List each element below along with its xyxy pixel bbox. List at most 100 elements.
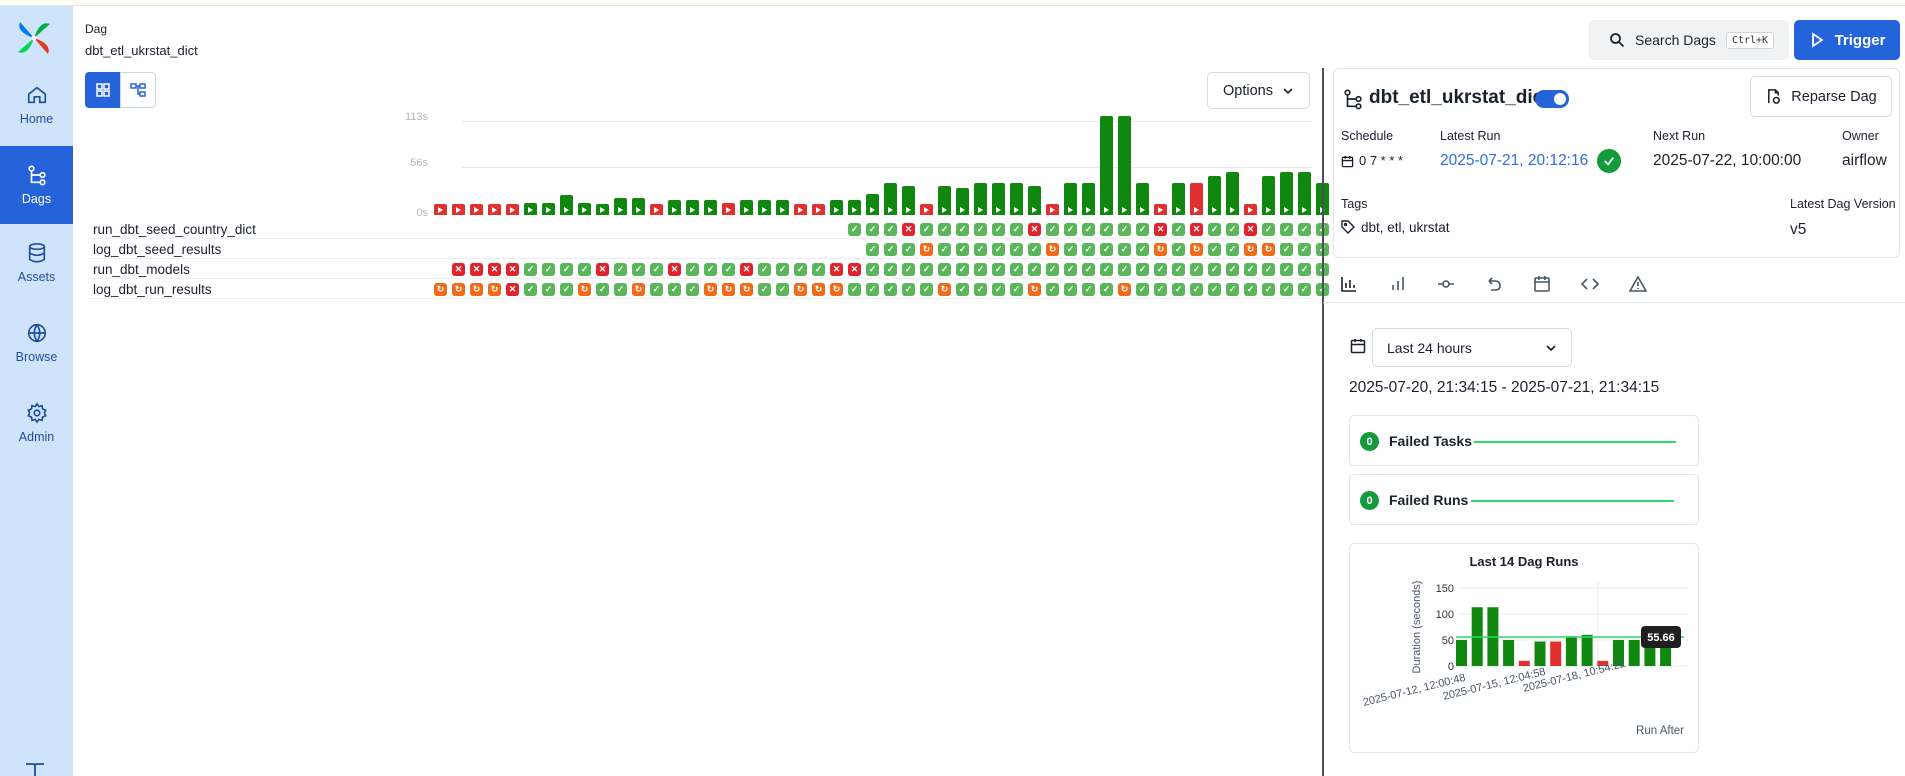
task-instance-cell[interactable]: ✓: [956, 223, 969, 236]
task-instance-cell[interactable]: ↻: [452, 283, 465, 296]
task-instance-cell[interactable]: ✓: [668, 283, 681, 296]
task-instance-cell[interactable]: ✓: [884, 243, 897, 256]
task-instance-cell[interactable]: ✓: [1010, 223, 1023, 236]
dag-run-bar[interactable]: [1244, 204, 1257, 215]
grid-view-toggle[interactable]: [85, 72, 121, 108]
task-instance-cell[interactable]: ✓: [1010, 283, 1023, 296]
book-icon[interactable]: [24, 762, 46, 776]
task-instance-cell[interactable]: ✓: [1154, 263, 1167, 276]
dag-run-bar[interactable]: [686, 200, 699, 215]
task-instance-cell[interactable]: ✓: [992, 283, 1005, 296]
task-instance-cell[interactable]: ↻: [920, 243, 933, 256]
task-instance-cell[interactable]: ✓: [938, 243, 951, 256]
overview-icon[interactable]: [1340, 275, 1358, 293]
calendar-icon[interactable]: [1533, 275, 1551, 293]
latest-run-link[interactable]: 2025-07-21, 20:12:16: [1440, 152, 1589, 169]
dag-run-bar[interactable]: [452, 204, 465, 215]
task-instance-cell[interactable]: ✓: [1082, 283, 1095, 296]
task-instance-cell[interactable]: ↻: [722, 283, 735, 296]
task-instance-cell[interactable]: ↻: [740, 283, 753, 296]
dag-run-bar[interactable]: [1046, 204, 1059, 215]
task-instance-cell[interactable]: ✓: [992, 243, 1005, 256]
task-instance-cell[interactable]: ✓: [542, 283, 555, 296]
task-instance-cell[interactable]: ✓: [1154, 283, 1167, 296]
search-dags-button[interactable]: Search Dags Ctrl+K: [1589, 20, 1789, 60]
task-instance-cell[interactable]: ✓: [686, 263, 699, 276]
failed-tasks-card[interactable]: 0 Failed Tasks: [1349, 415, 1699, 466]
dag-run-bar[interactable]: [1064, 183, 1077, 215]
task-instance-cell[interactable]: ✓: [920, 283, 933, 296]
task-instance-cell[interactable]: ✓: [956, 263, 969, 276]
sidebar-item-assets[interactable]: Assets: [0, 224, 73, 302]
task-instance-cell[interactable]: ✓: [1226, 263, 1239, 276]
time-range-select[interactable]: Last 24 hours: [1372, 328, 1572, 367]
task-instance-cell[interactable]: ✕: [830, 263, 843, 276]
task-instance-cell[interactable]: ✓: [560, 283, 573, 296]
task-instance-cell[interactable]: ✓: [542, 263, 555, 276]
task-instance-cell[interactable]: ✓: [1136, 263, 1149, 276]
task-instance-cell[interactable]: ✓: [758, 283, 771, 296]
task-instance-cell[interactable]: ✓: [1082, 223, 1095, 236]
task-instance-cell[interactable]: ✓: [776, 283, 789, 296]
dag-run-bar[interactable]: [1208, 176, 1221, 215]
task-instance-cell[interactable]: ✓: [974, 283, 987, 296]
task-instance-cell[interactable]: ↻: [1028, 283, 1041, 296]
task-instance-cell[interactable]: ↻: [470, 283, 483, 296]
task-instance-cell[interactable]: ✓: [974, 243, 987, 256]
task-instance-cell[interactable]: ✓: [1172, 263, 1185, 276]
dag-run-bar[interactable]: [776, 200, 789, 215]
task-instance-cell[interactable]: ✓: [1280, 283, 1293, 296]
task-instance-cell[interactable]: ✓: [1046, 263, 1059, 276]
task-instance-cell[interactable]: ✓: [902, 283, 915, 296]
task-instance-cell[interactable]: ✓: [938, 223, 951, 236]
dag-run-bar[interactable]: [938, 186, 951, 215]
task-instance-cell[interactable]: ✓: [614, 263, 627, 276]
task-instance-cell[interactable]: ✕: [1154, 223, 1167, 236]
task-instance-cell[interactable]: ✓: [686, 283, 699, 296]
task-name[interactable]: log_dbt_seed_results: [93, 242, 222, 257]
sidebar-item-browse[interactable]: Browse: [0, 304, 73, 382]
dag-run-bar[interactable]: [830, 200, 843, 215]
task-instance-cell[interactable]: ✓: [560, 263, 573, 276]
task-instance-cell[interactable]: ↻: [632, 283, 645, 296]
task-instance-cell[interactable]: ✓: [974, 223, 987, 236]
dag-run-bar[interactable]: [632, 198, 645, 215]
dag-run-bar[interactable]: [524, 203, 537, 215]
task-instance-cell[interactable]: ✓: [1262, 263, 1275, 276]
task-instance-cell[interactable]: ✓: [722, 263, 735, 276]
task-instance-cell[interactable]: ✓: [1064, 223, 1077, 236]
task-instance-cell[interactable]: ✓: [776, 263, 789, 276]
task-instance-cell[interactable]: ✓: [1280, 263, 1293, 276]
dag-run-bar[interactable]: [1154, 204, 1167, 215]
task-instance-cell[interactable]: ↻: [1118, 283, 1131, 296]
dag-run-bar[interactable]: [1010, 183, 1023, 215]
task-instance-cell[interactable]: ✓: [1190, 283, 1203, 296]
task-instance-cell[interactable]: ✓: [1064, 263, 1077, 276]
task-instance-cell[interactable]: ✓: [1208, 283, 1221, 296]
task-instance-cell[interactable]: ✓: [1028, 263, 1041, 276]
breadcrumb-dag-name[interactable]: dbt_etl_ukrstat_dict: [85, 43, 198, 58]
dag-run-bar[interactable]: [902, 186, 915, 215]
task-name[interactable]: run_dbt_seed_country_dict: [93, 222, 256, 237]
task-instance-cell[interactable]: ✕: [1190, 223, 1203, 236]
dag-run-bar[interactable]: [740, 200, 753, 215]
task-instance-cell[interactable]: ✕: [506, 263, 519, 276]
task-instance-cell[interactable]: ✓: [1046, 223, 1059, 236]
task-instance-cell[interactable]: ✓: [1118, 243, 1131, 256]
task-instance-cell[interactable]: ✕: [452, 263, 465, 276]
task-instance-cell[interactable]: ✓: [1100, 243, 1113, 256]
task-instance-cell[interactable]: ↻: [1046, 243, 1059, 256]
dag-run-bar[interactable]: [650, 204, 663, 215]
dag-run-bar[interactable]: [1190, 183, 1203, 215]
dag-run-bar[interactable]: [614, 198, 627, 215]
task-instance-cell[interactable]: ✓: [848, 223, 861, 236]
dag-run-bar[interactable]: [488, 204, 501, 215]
task-instance-cell[interactable]: ✓: [866, 223, 879, 236]
dag-pause-toggle[interactable]: [1535, 90, 1569, 108]
task-instance-cell[interactable]: ✓: [1298, 243, 1311, 256]
options-button[interactable]: Options: [1207, 72, 1310, 109]
task-instance-cell[interactable]: ✓: [974, 263, 987, 276]
task-instance-cell[interactable]: ✓: [902, 263, 915, 276]
task-instance-cell[interactable]: ✓: [1244, 263, 1257, 276]
task-instance-cell[interactable]: ✕: [1244, 223, 1257, 236]
